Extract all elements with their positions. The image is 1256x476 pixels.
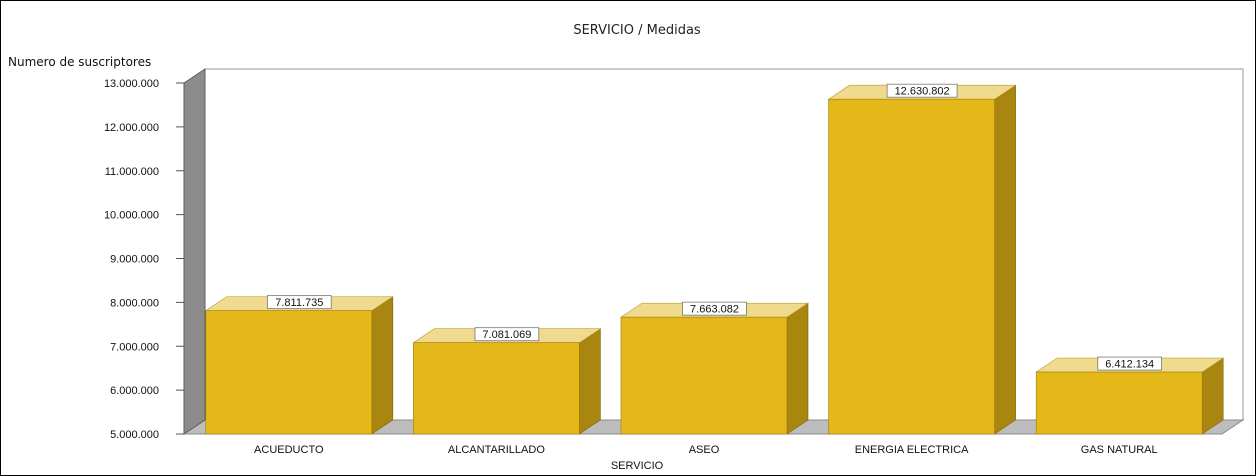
data-labels: 7.811.735 7.081.069 7.663.082 12.630.802 6.4…: [266, 83, 1163, 371]
data-label: 7.081.069: [482, 329, 531, 341]
chart-title: SERVICIO / Medidas: [573, 23, 701, 38]
data-label-box: [886, 83, 958, 98]
bar-front: [828, 98, 995, 435]
bar: [827, 84, 1017, 435]
data-label-box: [266, 295, 332, 310]
x-tick-label: GAS NATURAL: [1081, 444, 1158, 456]
x-axis-title: SERVICIO: [611, 460, 664, 472]
y-tick-label: 5.000.000: [110, 429, 159, 441]
y-tick-label: 9.000.000: [110, 254, 159, 266]
bar-front: [1035, 371, 1203, 435]
y-tick-label: 8.000.000: [110, 297, 159, 309]
y-tick-label: 7.000.000: [110, 341, 159, 353]
bar-front: [413, 342, 580, 435]
bar-front: [620, 316, 788, 435]
x-tick-label: ALCANTARILLADO: [448, 444, 545, 456]
bar: [1035, 357, 1225, 435]
data-label-box: [1097, 356, 1163, 371]
plot-left-wall: [183, 68, 206, 435]
x-tick-label: ASEO: [689, 444, 720, 456]
data-label: 7.663.082: [690, 304, 739, 316]
y-tick-label: 10.000.000: [104, 210, 159, 222]
x-tick-label: ENERGIA ELECTRICA: [855, 444, 969, 456]
bar-side: [371, 296, 394, 435]
y-tick-label: 6.000.000: [110, 385, 159, 397]
data-label-box: [474, 327, 540, 342]
bars: [204, 84, 1225, 435]
data-label: 7.811.735: [275, 297, 323, 309]
data-label: 6.412.134: [1105, 359, 1154, 371]
y-tick-label: 11.000.000: [105, 166, 159, 178]
data-label-box: [682, 301, 747, 316]
bar-side: [994, 84, 1016, 435]
y-axis-title: Numero de suscriptores: [8, 55, 151, 69]
bar: [204, 296, 394, 435]
data-label: 12.630.802: [895, 86, 950, 98]
y-axis-ticks: 5.000.000 6.000.000 7.000.000 8.000.000 9.00…: [104, 78, 184, 441]
bar-side: [579, 328, 601, 435]
y-tick-label: 12.000.000: [104, 122, 159, 134]
bar: [412, 328, 602, 435]
bar: [620, 302, 809, 435]
x-axis-categories: ACUEDUCTO ALCANTARILLADO ASEO ENERGIA ELECT…: [254, 444, 1158, 456]
bar-front: [205, 310, 373, 435]
bar-side: [786, 302, 809, 435]
y-tick-label: 13.000.000: [104, 78, 159, 90]
x-tick-label: ACUEDUCTO: [254, 444, 324, 456]
